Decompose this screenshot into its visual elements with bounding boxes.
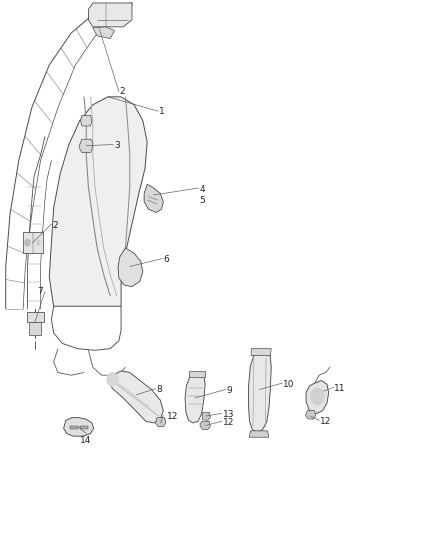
Text: 5: 5 — [199, 196, 205, 205]
Polygon shape — [250, 431, 268, 437]
Polygon shape — [202, 413, 210, 420]
Circle shape — [25, 239, 31, 246]
Polygon shape — [144, 184, 163, 213]
Text: 14: 14 — [80, 436, 91, 445]
Polygon shape — [49, 97, 147, 306]
Text: 2: 2 — [52, 221, 58, 230]
Text: 6: 6 — [163, 255, 169, 264]
Polygon shape — [80, 425, 88, 429]
Text: 13: 13 — [223, 410, 234, 419]
Polygon shape — [189, 371, 205, 377]
Polygon shape — [81, 115, 92, 126]
Polygon shape — [80, 139, 93, 152]
Text: 11: 11 — [334, 384, 346, 393]
Polygon shape — [306, 381, 328, 414]
Polygon shape — [93, 27, 115, 38]
Circle shape — [107, 373, 118, 386]
Polygon shape — [251, 349, 271, 356]
Polygon shape — [29, 322, 42, 335]
Polygon shape — [108, 371, 163, 423]
Text: 2: 2 — [120, 87, 125, 96]
Text: 7: 7 — [37, 287, 43, 296]
Text: 12: 12 — [223, 418, 234, 427]
Polygon shape — [70, 425, 78, 429]
Polygon shape — [155, 418, 166, 426]
Circle shape — [311, 388, 324, 405]
Text: 12: 12 — [320, 417, 331, 426]
Polygon shape — [64, 418, 94, 436]
Text: 12: 12 — [167, 411, 178, 421]
Circle shape — [36, 240, 41, 245]
Polygon shape — [88, 3, 132, 27]
Polygon shape — [118, 248, 143, 287]
Text: 8: 8 — [157, 385, 162, 394]
Polygon shape — [200, 421, 210, 430]
Polygon shape — [185, 374, 205, 423]
Text: 1: 1 — [159, 107, 165, 116]
Polygon shape — [27, 312, 44, 322]
Polygon shape — [249, 352, 271, 432]
Polygon shape — [306, 411, 316, 419]
Text: 10: 10 — [283, 379, 294, 389]
Text: 3: 3 — [114, 141, 120, 150]
Text: 4: 4 — [199, 184, 205, 193]
Polygon shape — [23, 232, 43, 253]
Text: 9: 9 — [226, 386, 232, 395]
